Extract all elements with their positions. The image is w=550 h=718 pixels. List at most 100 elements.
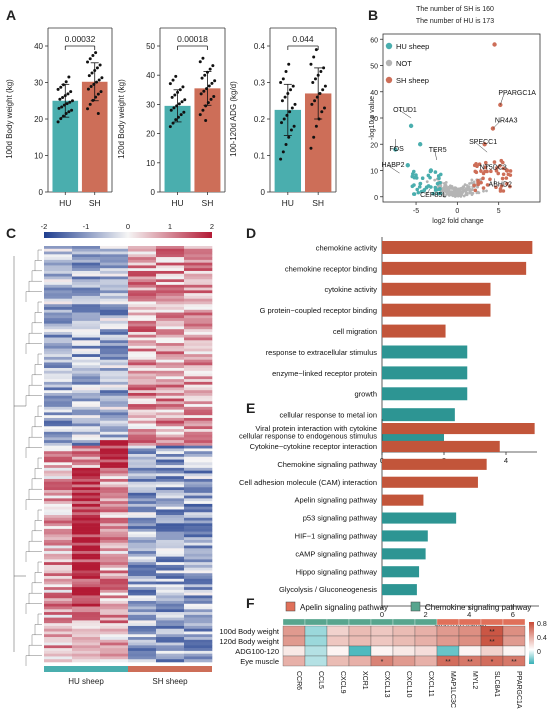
- scale-tick-label: 0.8: [537, 621, 547, 628]
- heatmap-cell: [156, 478, 185, 483]
- not-significant-point: [452, 191, 456, 194]
- heatmap-cell: [184, 307, 213, 311]
- x-tick-label: -5: [413, 208, 419, 215]
- heatmap-cell: [156, 625, 185, 630]
- heatmap-cell: [184, 603, 213, 607]
- heatmap-cell: [184, 478, 213, 483]
- heatmap-cell: [156, 345, 185, 349]
- heatmap-cell: [156, 401, 185, 405]
- heatmap-cell: [184, 656, 213, 660]
- heatmap-cell: [156, 265, 185, 269]
- heatmap-cell: [100, 312, 129, 316]
- hu-point: [408, 123, 414, 129]
- heatmap-cell: [128, 523, 157, 527]
- not-significant-point: [452, 187, 456, 191]
- heatmap-cell: [72, 307, 101, 311]
- heatmap-cell: [282, 635, 306, 647]
- heatmap-cell: [156, 498, 185, 502]
- data-point: [315, 95, 319, 99]
- sh-point: [505, 181, 509, 186]
- heatmap-cell: [100, 492, 129, 496]
- scale-tick-label: 0: [126, 222, 130, 231]
- sh-point: [508, 184, 512, 189]
- data-point: [59, 117, 63, 121]
- heatmap-cell: [348, 645, 372, 657]
- heatmap-cell: [100, 467, 129, 471]
- heatmap-cell: [44, 515, 73, 519]
- data-point: [94, 51, 98, 55]
- heatmap-cell: [156, 246, 185, 250]
- heatmap-cell: [156, 456, 185, 460]
- heatmap-cell: [184, 637, 213, 641]
- heatmap-cell: [44, 484, 73, 488]
- heatmap-cell: [100, 334, 129, 338]
- p-value-label: 0.00018: [177, 34, 208, 44]
- heatmap-cell: [100, 515, 129, 519]
- heatmap-cell: [156, 412, 185, 416]
- heatmap-cell: [44, 542, 73, 546]
- column-label: MAP1LC3C: [449, 671, 456, 708]
- heatmap-cell: [72, 573, 101, 577]
- data-point: [287, 135, 291, 139]
- heatmap-cell: [184, 295, 213, 299]
- heatmap-cell: [100, 251, 129, 255]
- heatmap-cell: [128, 548, 157, 552]
- heatmap-cell: [184, 373, 213, 377]
- heatmap-cell: [184, 445, 213, 449]
- heatmap-cell: [156, 259, 185, 263]
- data-point: [88, 102, 92, 106]
- data-point: [173, 93, 177, 97]
- sh-point: [498, 163, 502, 168]
- heatmap-cell: [44, 320, 73, 324]
- heatmap-cell: [100, 340, 129, 344]
- heatmap-cell: [100, 401, 129, 405]
- heatmap-cell: [184, 417, 213, 422]
- sh-point: [499, 158, 504, 163]
- data-point: [62, 103, 66, 107]
- not-significant-point: [461, 190, 465, 194]
- heatmap-cell: [128, 376, 157, 380]
- heatmap-cell: [156, 251, 185, 255]
- sh-point: [474, 170, 479, 175]
- heatmap-cell: [72, 470, 101, 474]
- bar-3: [382, 303, 491, 317]
- heatmap-cell: [100, 470, 129, 474]
- heatmap-cell: [282, 655, 306, 667]
- heatmap-cell: [128, 368, 157, 372]
- heatmap-cell: [44, 587, 73, 591]
- heatmap-cell: [72, 498, 101, 502]
- heatmap-cell: [44, 365, 73, 369]
- heatmap-cell: [184, 282, 213, 286]
- heatmap-cell: [72, 426, 101, 430]
- heatmap-cell: [128, 576, 157, 580]
- sh-point: [479, 169, 483, 173]
- heatmap-cell: [72, 248, 101, 252]
- not-significant-point: [425, 180, 429, 184]
- heatmap-cell: [72, 392, 101, 397]
- heatmap-cell: [184, 345, 213, 349]
- heatmap-cell: [156, 451, 185, 455]
- heatmap-cell: [184, 528, 213, 532]
- heatmap-cell: [72, 534, 101, 538]
- heatmap-cell: [100, 598, 129, 602]
- heatmap-cell: [156, 542, 185, 546]
- heatmap-cell: [156, 581, 185, 585]
- column-group-strip: [370, 618, 394, 626]
- data-point: [170, 95, 174, 99]
- heatmap-cell: [184, 501, 213, 505]
- heatmap-cell: [156, 650, 185, 654]
- heatmap-cell: [156, 614, 185, 618]
- heatmap-cell: [100, 462, 129, 466]
- heatmap-cell: [184, 523, 213, 527]
- heatmap-cell: [128, 478, 157, 483]
- x-tick-label: HU: [171, 198, 183, 208]
- heatmap-cell: [128, 420, 157, 424]
- heatmap-cell: [44, 420, 73, 424]
- heatmap-cell: [128, 395, 157, 399]
- heatmap-cell: [72, 473, 101, 477]
- heatmap-cell: [128, 431, 157, 435]
- heatmap-cell: [100, 545, 129, 549]
- heatmap-cell: [72, 492, 101, 496]
- heatmap-cell: [128, 509, 157, 513]
- heatmap-cell: [100, 595, 129, 599]
